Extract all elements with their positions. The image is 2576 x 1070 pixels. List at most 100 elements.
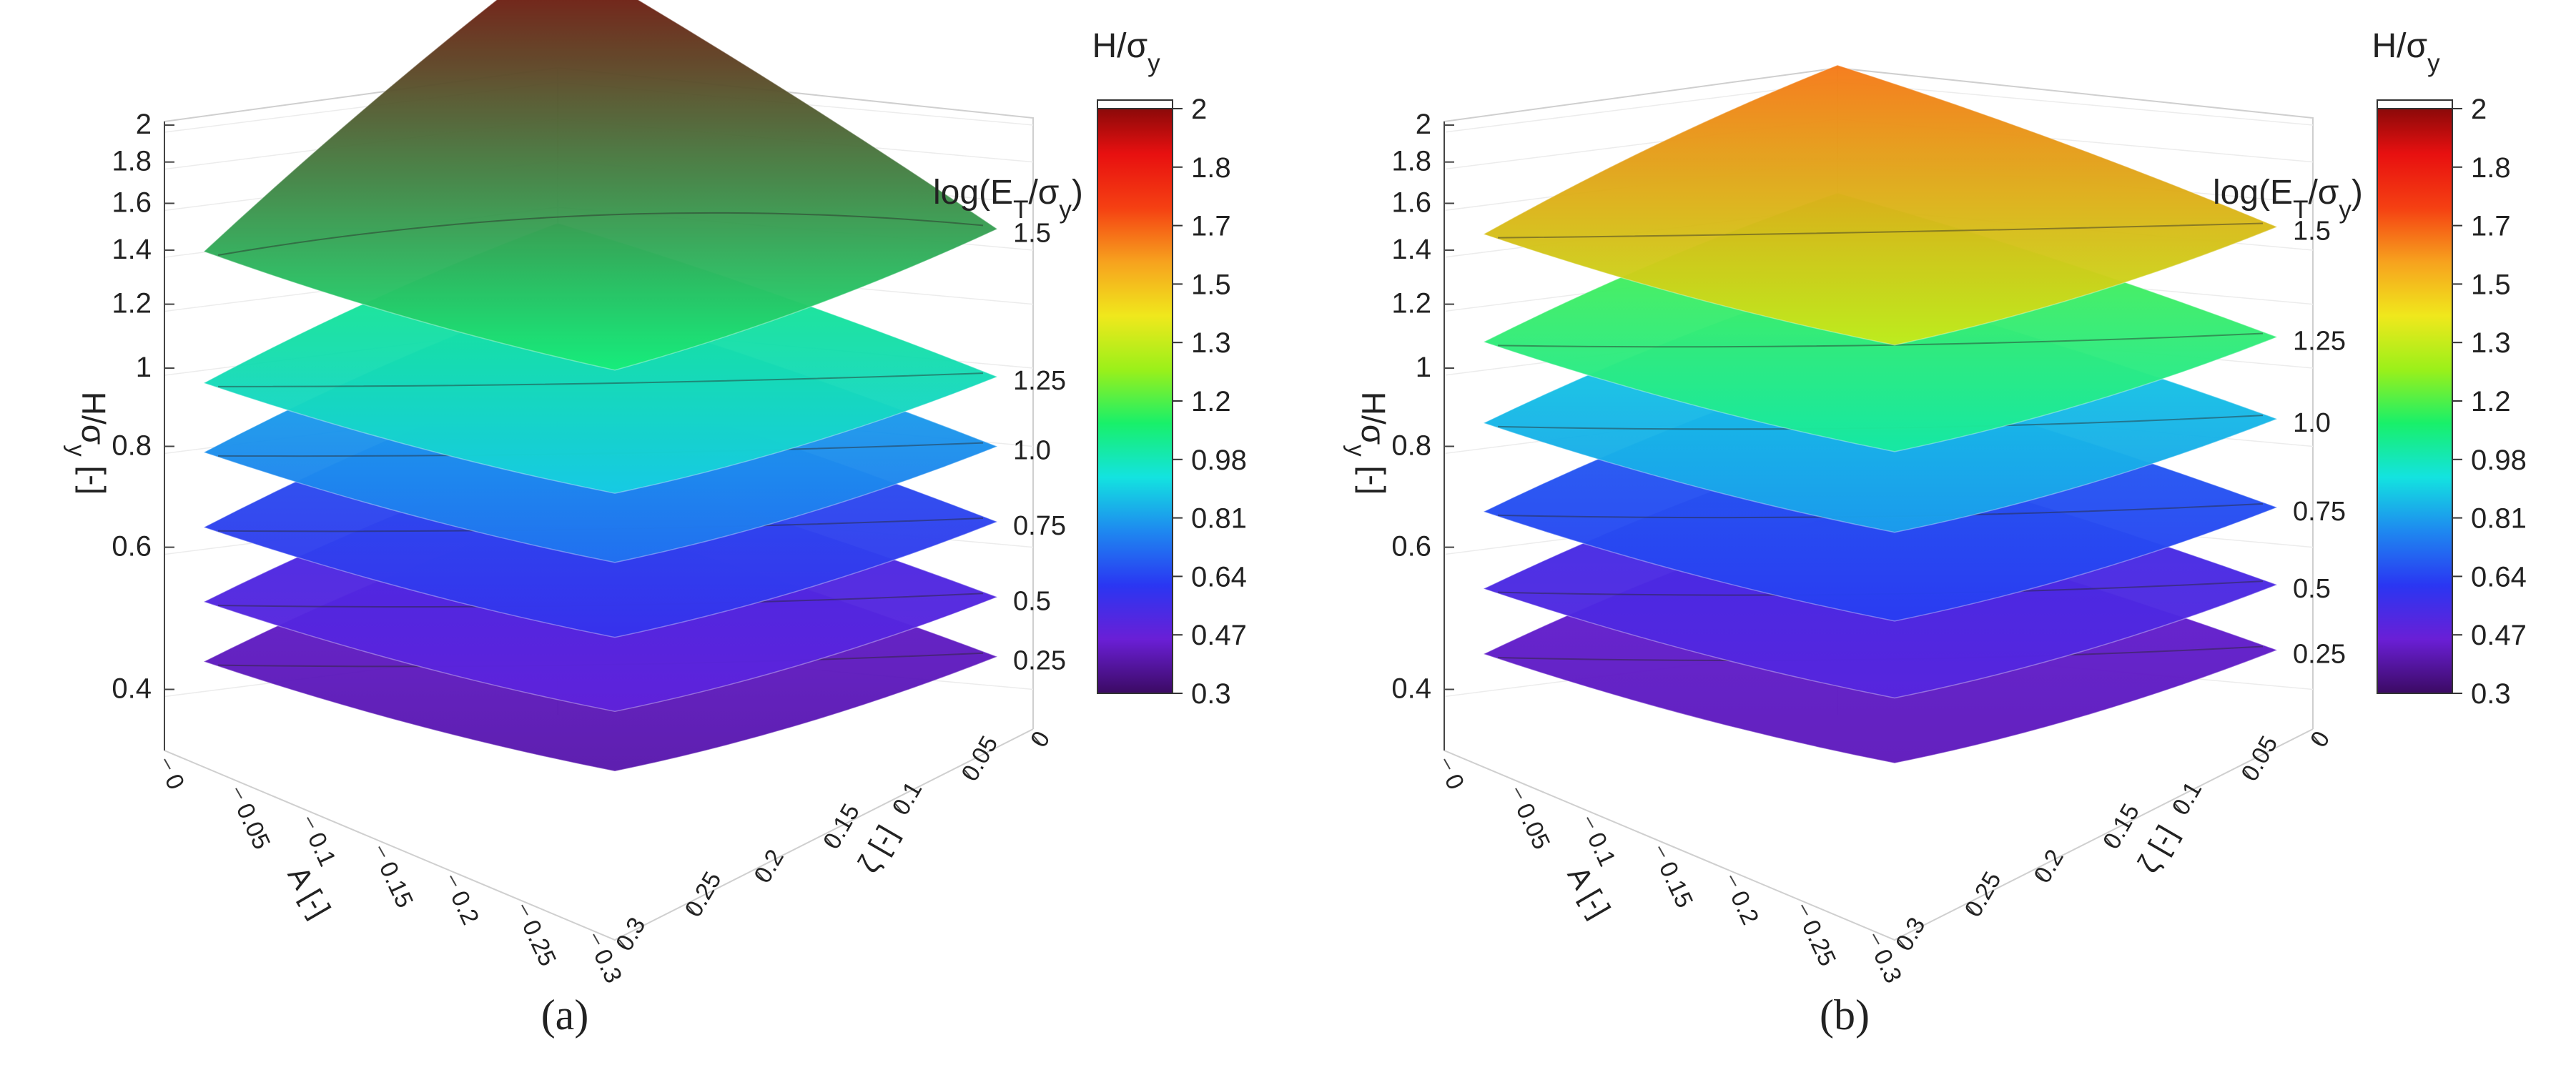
x-tick-label: 0.05 (1511, 799, 1555, 853)
y-tick (826, 837, 834, 848)
layer-label: 0.25 (2293, 639, 2346, 669)
colorbar: H/σy 2 1.8 1.7 1.5 1.3 1.2 0.98 0.81 0.64 0.47 0.3 (1092, 27, 1246, 710)
colorbar-tick-label: 2 (1191, 94, 1207, 125)
x-tick-label: 0.05 (231, 799, 275, 853)
surfaces: 0.25 0.5 0.75 1.0 1.25 1.5 (1482, 64, 2346, 764)
y-tick-label: 0.3 (1890, 913, 1931, 956)
y-tick (964, 769, 973, 780)
colorbar-tick-label: 0.81 (2471, 503, 2527, 535)
y-tick-label: 0.1 (2167, 777, 2208, 820)
layer-label: 0.25 (1013, 646, 1066, 676)
x-tick (307, 817, 314, 828)
x-tick (235, 788, 242, 799)
x-tick (164, 758, 171, 770)
colorbar-title: H/σy (1092, 27, 1160, 77)
z-tick-label: 0.6 (112, 531, 152, 563)
z-tick-label: 0.6 (1391, 531, 1431, 563)
y-axis: 0 0.05 0.1 0.15 0.2 0.25 0.3 ζ [-] (1890, 727, 2335, 956)
y-tick (1033, 735, 1042, 745)
panel-a: 0.40.60.811.21.41.61.82H/σy [-]0.250.50.… (64, 0, 1247, 1039)
z-tick-label: 1.6 (112, 187, 152, 218)
y-tick-label: 0.05 (956, 731, 1003, 786)
z-tick-label: 1.4 (1391, 234, 1431, 265)
z-tick-label: 2 (136, 109, 152, 140)
y-tick-label: 0 (2305, 727, 2335, 752)
y-axis: 0 0.05 0.1 0.15 0.2 0.25 0.3 ζ [-] (611, 727, 1055, 956)
layer-label: 1.25 (2293, 327, 2346, 357)
x-tick (450, 875, 457, 886)
x-tick-label: 0.3 (1868, 945, 1907, 987)
x-tick (378, 846, 385, 857)
contour-line (217, 372, 984, 387)
x-tick (593, 933, 600, 945)
colorbar-tick-label: 1.5 (1191, 269, 1231, 300)
x-tick-label: 0 (159, 770, 189, 793)
layer-label: 0.75 (2293, 497, 2346, 527)
colorbar-tick-label: 2 (2471, 94, 2487, 125)
colorbar-tick-label: 0.81 (1191, 503, 1247, 535)
colorbar-tick-label: 1.2 (2471, 386, 2511, 417)
colorbar-bar (1097, 99, 1173, 694)
x-tick (1872, 933, 1880, 945)
colorbar-tick-label: 1.7 (2471, 211, 2511, 242)
z-axis-title: H/σy [-] (1344, 392, 1393, 495)
z-tick-label: 0.8 (112, 430, 152, 461)
colorbar-tick-label: 1.3 (1191, 327, 1231, 359)
colorbar-tick-label: 1.2 (1191, 386, 1231, 417)
y-tick-label: 0.15 (818, 799, 865, 853)
y-axis-title: ζ [-] (851, 820, 904, 878)
y-tick-label: 0.3 (611, 913, 651, 956)
colorbar-bar (2377, 99, 2453, 694)
x-tick-label: 0.25 (1797, 916, 1841, 970)
colorbar-tick-label: 1.5 (2471, 269, 2511, 300)
layer-label: 1.5 (1013, 218, 1051, 248)
colorbar-tick-label: 0.47 (1191, 620, 1247, 651)
layer-label: 1.25 (1013, 366, 1066, 396)
x-tick (1801, 904, 1808, 916)
colorbar-tick-label: 0.3 (2471, 678, 2511, 710)
colorbar: H/σy 2 1.8 1.7 1.5 1.3 1.2 0.98 0.81 0.64 0.47 0.3 (2372, 27, 2526, 710)
x-tick-label: 0.15 (1654, 858, 1698, 912)
colorbar-tick-label: 1.7 (1191, 211, 1231, 242)
y-tick (2174, 803, 2183, 813)
grid-line (1837, 81, 2314, 126)
colorbar-tick-label: 0.47 (2471, 620, 2527, 651)
y-tick-label: 0 (1025, 727, 1055, 752)
legend-title: log(ET/σy) (933, 174, 1083, 224)
contour-line (1497, 222, 2264, 239)
z-tick-label: 0.4 (112, 673, 152, 704)
z-tick-label: 0.4 (1391, 673, 1431, 704)
legend-title: log(ET/σy) (2213, 174, 2363, 224)
colorbar-tick-label: 1.8 (1191, 152, 1231, 184)
x-tick (1729, 875, 1737, 886)
y-axis-title: ζ [-] (2131, 820, 2183, 878)
z-axis: 0.4 0.6 0.8 1 1.2 1.4 1.6 1.8 2 H/σy [-] (64, 109, 174, 751)
layer-label: 1.0 (2293, 408, 2331, 438)
z-tick-label: 1 (1416, 352, 1431, 383)
panel-caption: (b) (1820, 991, 1870, 1039)
layer-label: 0.75 (1013, 511, 1066, 541)
z-tick-label: 2 (1416, 109, 1431, 140)
floor-frame (1444, 728, 2314, 941)
z-tick-label: 1 (136, 352, 152, 383)
x-tick (1586, 817, 1594, 828)
colorbar-tick-label: 0.98 (2471, 445, 2527, 476)
x-tick (1658, 846, 1665, 857)
x-tick-label: 0.3 (588, 945, 627, 987)
panel-caption: (a) (541, 991, 589, 1039)
z-tick-label: 0.8 (1391, 430, 1431, 461)
z-tick-label: 1.8 (112, 146, 152, 177)
y-tick (687, 905, 696, 916)
colorbar-tick-label: 1.8 (2471, 152, 2511, 184)
z-tick-label: 1.8 (1391, 146, 1431, 177)
layer-label: 0.5 (2293, 574, 2331, 604)
y-tick-label: 0.1 (887, 777, 928, 820)
x-tick (521, 904, 528, 916)
y-tick-label: 0.2 (2028, 845, 2069, 888)
z-axis-title: H/σy [-] (64, 392, 113, 495)
y-tick (618, 939, 627, 949)
x-axis-title: A [-] (282, 861, 337, 923)
grid-line (1444, 81, 1838, 133)
x-tick (1515, 788, 1522, 799)
